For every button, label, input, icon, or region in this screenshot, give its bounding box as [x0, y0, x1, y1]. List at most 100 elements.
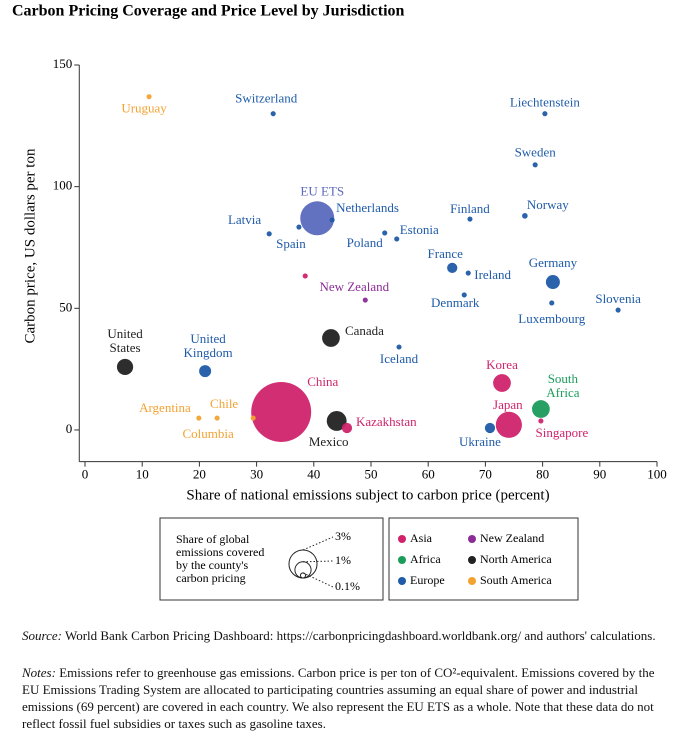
bubble	[266, 231, 272, 237]
legend-label: Europe	[410, 573, 445, 587]
legend-swatch	[398, 535, 406, 543]
color-legend-box	[388, 517, 579, 601]
point-label: Liechtenstein	[510, 95, 581, 110]
x-axis-label: Share of national emissions subject to c…	[186, 487, 549, 503]
bubble	[493, 374, 511, 392]
point-label: Argentina	[139, 400, 191, 415]
y-tick-label: 0	[66, 421, 73, 436]
x-tick-label: 20	[193, 467, 206, 482]
legend-label: Africa	[410, 552, 441, 566]
point-label: Latvia	[228, 212, 261, 227]
x-tick-label: 100	[647, 467, 667, 482]
bubble	[532, 162, 538, 168]
point-label: Ireland	[474, 267, 511, 282]
point-label: United States	[107, 326, 143, 355]
bubble	[362, 297, 368, 303]
point-label: Finland	[450, 201, 490, 216]
y-tick-label: 150	[53, 56, 73, 71]
size-legend-title: by the county's	[176, 558, 248, 572]
point-label: Switzerland	[235, 91, 298, 106]
point-label: Chile	[210, 396, 238, 411]
point-label: Slovenia	[595, 291, 641, 306]
bubble	[615, 307, 621, 313]
point-label: Norway	[527, 197, 569, 212]
legend-label: Asia	[410, 531, 433, 545]
bubble	[396, 344, 402, 350]
size-legend-title: emissions covered	[176, 545, 264, 559]
point-label: China	[307, 374, 338, 389]
size-legend-label: 1%	[335, 553, 351, 567]
point-label: Iceland	[380, 351, 419, 366]
point-label: Sweden	[515, 145, 557, 160]
size-legend-leader	[302, 560, 334, 563]
point-label: Germany	[529, 255, 578, 270]
point-label: Korea	[486, 357, 518, 372]
y-axis-label: Carbon price, US dollars per ton	[22, 148, 38, 343]
point-label: Kazakhstan	[356, 414, 417, 429]
legend-swatch	[398, 556, 406, 564]
point-label: Netherlands	[336, 200, 399, 215]
x-tick-label: 40	[307, 467, 320, 482]
legend-swatch	[468, 577, 476, 585]
point-label-line: Kingdom	[184, 345, 233, 360]
bubble	[302, 273, 308, 279]
bubble	[322, 329, 340, 347]
bubble	[532, 400, 550, 418]
bubble	[250, 415, 256, 421]
source: Source: World Bank Carbon Pricing Dashbo…	[22, 627, 674, 644]
source-text: World Bank Carbon Pricing Dashboard: htt…	[64, 628, 656, 643]
y-tick-label: 50	[59, 299, 72, 314]
point-label-line: South	[548, 371, 579, 386]
point-label: Singapore	[536, 425, 589, 440]
point-label: Estonia	[400, 222, 439, 237]
size-legend-title: Share of global	[176, 532, 250, 546]
bubble	[522, 213, 528, 219]
source-label: Source:	[22, 628, 62, 643]
bubble	[394, 236, 400, 242]
bubble	[251, 381, 312, 442]
point-label-line: States	[110, 340, 141, 355]
x-tick-label: 0	[82, 467, 89, 482]
bubble	[495, 411, 522, 438]
legend-label: North America	[480, 552, 552, 566]
point-label: Spain	[276, 236, 306, 251]
bubble	[542, 111, 548, 117]
bubble	[545, 275, 560, 290]
point-label: Canada	[345, 323, 384, 338]
point-label: South Africa	[546, 371, 579, 400]
bubble	[300, 201, 335, 236]
bubble	[461, 292, 467, 298]
point-label: Japan	[493, 397, 523, 412]
legend-swatch	[398, 577, 406, 585]
x-tick-label: 60	[422, 467, 435, 482]
legend-label: South America	[480, 573, 552, 587]
bubble	[484, 422, 496, 434]
bubble	[199, 365, 212, 378]
bubble	[270, 111, 276, 117]
size-legend-bubble	[299, 572, 307, 579]
notes: Notes: Emissions refer to greenhouse gas…	[22, 664, 674, 732]
legend-swatch	[468, 535, 476, 543]
bubble	[146, 94, 152, 100]
point-label: Columbia	[183, 426, 235, 441]
x-tick-label: 90	[593, 467, 606, 482]
size-legend-label: 3%	[335, 529, 351, 543]
size-legend-box	[159, 517, 384, 601]
bubble	[116, 358, 134, 376]
bubble	[326, 411, 347, 431]
size-legend-label: 0.1%	[335, 579, 360, 593]
bubble	[296, 224, 302, 230]
size-legend-leader	[302, 572, 334, 588]
bubble	[549, 300, 555, 306]
bubble	[196, 415, 202, 421]
point-label-line: United	[190, 331, 226, 346]
x-tick-label: 70	[479, 467, 492, 482]
point-label: Poland	[347, 235, 384, 250]
point-label: Ukraine	[459, 434, 501, 449]
bubble	[538, 418, 544, 424]
legend-swatch	[468, 556, 476, 564]
bubble	[467, 216, 473, 222]
size-legend-leader	[302, 536, 334, 551]
bubble	[214, 415, 220, 421]
